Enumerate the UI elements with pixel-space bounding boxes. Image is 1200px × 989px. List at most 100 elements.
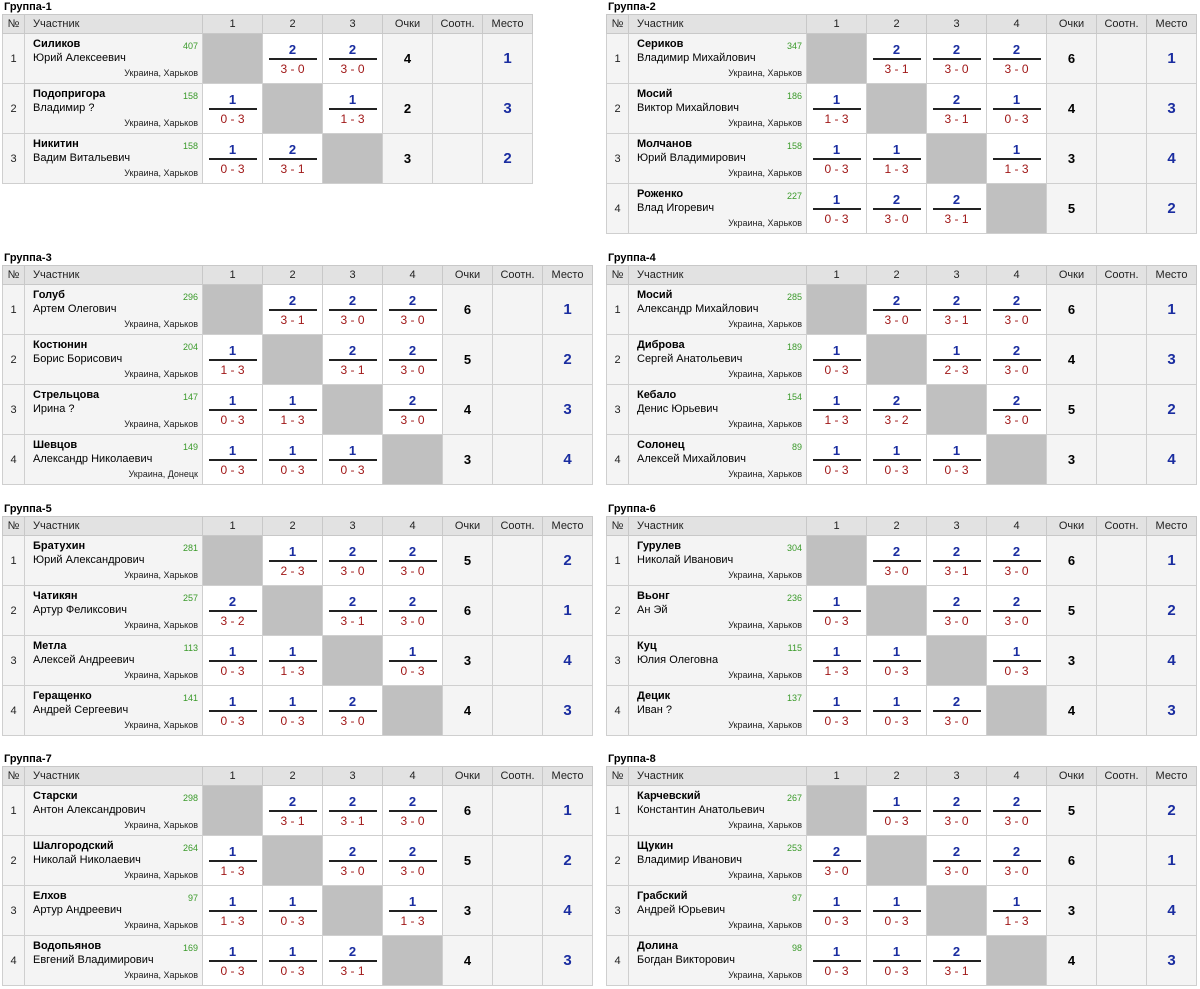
match-result-cell[interactable]: 1 1 - 3	[202, 835, 263, 886]
match-result-cell[interactable]: 1 0 - 3	[262, 434, 323, 485]
match-result-cell[interactable]: 1 0 - 3	[202, 685, 263, 736]
match-result-cell[interactable]: 1 0 - 3	[806, 434, 867, 485]
match-result-cell[interactable]: 1 1 - 3	[806, 384, 867, 435]
match-result-cell[interactable]: 1 1 - 3	[262, 635, 323, 686]
participant-cell[interactable]: Молчанов Юрий Владимирович 158 Украина, Хар…	[628, 133, 807, 184]
match-result-cell[interactable]: 2 3 - 0	[322, 685, 383, 736]
match-result-cell[interactable]: 2 3 - 1	[866, 33, 927, 84]
match-result-cell[interactable]: 2 3 - 0	[986, 535, 1047, 586]
participant-cell[interactable]: Геращенко Андрей Сергеевич 141 Украина, Хар…	[24, 685, 203, 736]
match-result-cell[interactable]: 2 3 - 0	[986, 33, 1047, 84]
participant-cell[interactable]: Солонец Алексей Михайлович 89 Украина, Харь…	[628, 434, 807, 485]
match-result-cell[interactable]: 2 3 - 0	[926, 33, 987, 84]
match-result-cell[interactable]: 2 3 - 0	[322, 535, 383, 586]
participant-cell[interactable]: Вьонг Ан Эй 236 Украина, Харьков	[628, 585, 807, 636]
match-result-cell[interactable]: 2 3 - 0	[322, 284, 383, 335]
match-result-cell[interactable]: 2 3 - 0	[322, 835, 383, 886]
match-result-cell[interactable]: 2 3 - 0	[382, 334, 443, 385]
match-result-cell[interactable]: 2 3 - 0	[926, 835, 987, 886]
match-result-cell[interactable]: 1 1 - 3	[806, 83, 867, 134]
participant-cell[interactable]: Силиков Юрий Алексеевич 407 Украина, Харько…	[24, 33, 203, 84]
match-result-cell[interactable]: 1 0 - 3	[382, 635, 443, 686]
match-result-cell[interactable]: 1 0 - 3	[322, 434, 383, 485]
match-result-cell[interactable]: 1 0 - 3	[202, 434, 263, 485]
match-result-cell[interactable]: 1 0 - 3	[806, 885, 867, 936]
match-result-cell[interactable]: 2 3 - 1	[322, 785, 383, 836]
match-result-cell[interactable]: 1 0 - 3	[866, 434, 927, 485]
match-result-cell[interactable]: 2 3 - 0	[262, 33, 323, 84]
match-result-cell[interactable]: 1 0 - 3	[202, 384, 263, 435]
participant-cell[interactable]: Старски Антон Александрович 298 Украина, Ха…	[24, 785, 203, 836]
match-result-cell[interactable]: 1 0 - 3	[202, 83, 263, 134]
match-result-cell[interactable]: 2 3 - 1	[322, 334, 383, 385]
match-result-cell[interactable]: 1 0 - 3	[866, 885, 927, 936]
match-result-cell[interactable]: 1 0 - 3	[806, 585, 867, 636]
participant-cell[interactable]: Щукин Владимир Иванович 253 Украина, Харько…	[628, 835, 807, 886]
match-result-cell[interactable]: 2 3 - 1	[926, 284, 987, 335]
participant-cell[interactable]: Шалгородский Николай Николаевич 264 Украина…	[24, 835, 203, 886]
match-result-cell[interactable]: 1 0 - 3	[806, 334, 867, 385]
participant-cell[interactable]: Долина Богдан Викторович 98 Украина, Харько…	[628, 935, 807, 986]
match-result-cell[interactable]: 2 3 - 0	[806, 835, 867, 886]
match-result-cell[interactable]: 1 1 - 3	[262, 384, 323, 435]
match-result-cell[interactable]: 2 3 - 0	[382, 785, 443, 836]
match-result-cell[interactable]: 1 1 - 3	[806, 635, 867, 686]
match-result-cell[interactable]: 1 0 - 3	[866, 935, 927, 986]
match-result-cell[interactable]: 1 0 - 3	[866, 685, 927, 736]
match-result-cell[interactable]: 2 3 - 0	[382, 535, 443, 586]
match-result-cell[interactable]: 2 3 - 0	[382, 284, 443, 335]
participant-cell[interactable]: Кебало Денис Юрьевич 154 Украина, Харьков	[628, 384, 807, 435]
match-result-cell[interactable]: 1 0 - 3	[202, 635, 263, 686]
participant-cell[interactable]: Братухин Юрий Александрович 281 Украина, Ха…	[24, 535, 203, 586]
participant-cell[interactable]: Стрельцова Ирина ? 147 Украина, Харьков	[24, 384, 203, 435]
match-result-cell[interactable]: 1 0 - 3	[866, 635, 927, 686]
match-result-cell[interactable]: 2 3 - 0	[986, 785, 1047, 836]
match-result-cell[interactable]: 1 0 - 3	[262, 935, 323, 986]
match-result-cell[interactable]: 1 1 - 3	[986, 885, 1047, 936]
participant-cell[interactable]: Грабский Андрей Юрьевич 97 Украина, Харьков	[628, 885, 807, 936]
participant-cell[interactable]: Сериков Владимир Михайлович 347 Украина, Ха…	[628, 33, 807, 84]
match-result-cell[interactable]: 2 3 - 0	[866, 284, 927, 335]
participant-cell[interactable]: Куц Юлия Олеговна 115 Украина, Харьков	[628, 635, 807, 686]
participant-cell[interactable]: Елхов Артур Андреевич 97 Украина, Харьков	[24, 885, 203, 936]
match-result-cell[interactable]: 1 2 - 3	[262, 535, 323, 586]
match-result-cell[interactable]: 2 3 - 1	[322, 935, 383, 986]
match-result-cell[interactable]: 2 3 - 0	[926, 785, 987, 836]
match-result-cell[interactable]: 2 3 - 0	[986, 284, 1047, 335]
participant-cell[interactable]: Децик Иван ? 137 Украина, Харьков	[628, 685, 807, 736]
match-result-cell[interactable]: 1 0 - 3	[806, 133, 867, 184]
match-result-cell[interactable]: 1 0 - 3	[202, 935, 263, 986]
match-result-cell[interactable]: 2 3 - 1	[926, 183, 987, 234]
participant-cell[interactable]: Подопригора Владимир ? 158 Украина, Харьков	[24, 83, 203, 134]
participant-cell[interactable]: Роженко Влад Игоревич 227 Украина, Харьков	[628, 183, 807, 234]
participant-cell[interactable]: Диброва Сергей Анатольевич 189 Украина, Хар…	[628, 334, 807, 385]
match-result-cell[interactable]: 1 0 - 3	[262, 685, 323, 736]
match-result-cell[interactable]: 2 3 - 1	[926, 535, 987, 586]
match-result-cell[interactable]: 2 3 - 0	[322, 33, 383, 84]
match-result-cell[interactable]: 1 1 - 3	[986, 133, 1047, 184]
match-result-cell[interactable]: 2 3 - 1	[262, 133, 323, 184]
match-result-cell[interactable]: 2 3 - 1	[926, 83, 987, 134]
match-result-cell[interactable]: 2 3 - 0	[986, 334, 1047, 385]
match-result-cell[interactable]: 2 3 - 1	[262, 284, 323, 335]
match-result-cell[interactable]: 1 0 - 3	[986, 635, 1047, 686]
match-result-cell[interactable]: 2 3 - 0	[986, 835, 1047, 886]
participant-cell[interactable]: Метла Алексей Андреевич 113 Украина, Харько…	[24, 635, 203, 686]
match-result-cell[interactable]: 2 3 - 0	[986, 384, 1047, 435]
match-result-cell[interactable]: 1 1 - 3	[382, 885, 443, 936]
match-result-cell[interactable]: 2 3 - 0	[926, 685, 987, 736]
match-result-cell[interactable]: 1 0 - 3	[806, 935, 867, 986]
participant-cell[interactable]: Шевцов Александр Николаевич 149 Украина, До…	[24, 434, 203, 485]
match-result-cell[interactable]: 2 3 - 2	[202, 585, 263, 636]
match-result-cell[interactable]: 2 3 - 2	[866, 384, 927, 435]
match-result-cell[interactable]: 1 0 - 3	[262, 885, 323, 936]
participant-cell[interactable]: Водопьянов Евгений Владимирович 169 Украина…	[24, 935, 203, 986]
match-result-cell[interactable]: 2 3 - 1	[926, 935, 987, 986]
participant-cell[interactable]: Костюнин Борис Борисович 204 Украина, Харьк…	[24, 334, 203, 385]
match-result-cell[interactable]: 1 1 - 3	[866, 133, 927, 184]
match-result-cell[interactable]: 2 3 - 1	[262, 785, 323, 836]
participant-cell[interactable]: Никитин Вадим Витальевич 158 Украина, Харьк…	[24, 133, 203, 184]
match-result-cell[interactable]: 1 1 - 3	[202, 334, 263, 385]
match-result-cell[interactable]: 2 3 - 1	[322, 585, 383, 636]
match-result-cell[interactable]: 1 0 - 3	[806, 685, 867, 736]
